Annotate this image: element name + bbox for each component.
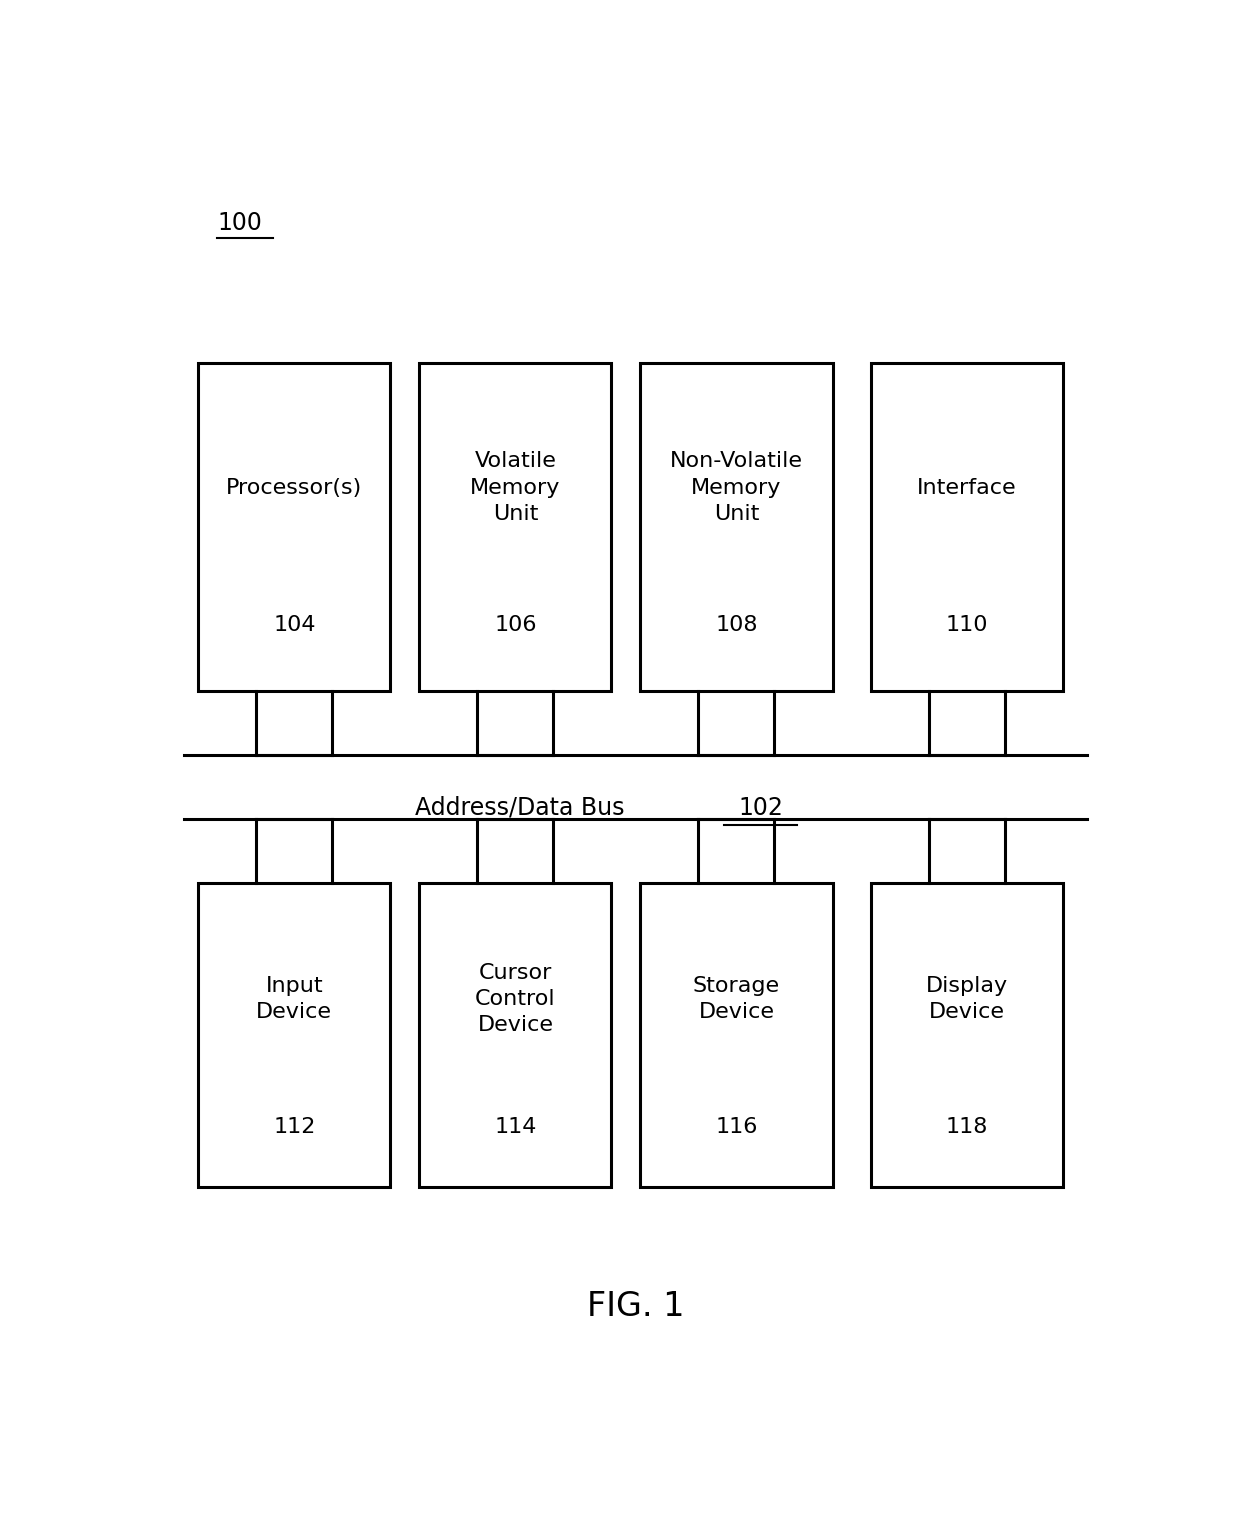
- Text: 106: 106: [494, 615, 537, 635]
- Bar: [870, 363, 1063, 691]
- Text: Storage
Device: Storage Device: [693, 976, 780, 1022]
- Text: 114: 114: [495, 1117, 537, 1137]
- Text: Processor(s): Processor(s): [226, 478, 362, 498]
- Text: 112: 112: [273, 1117, 315, 1137]
- Text: Volatile
Memory
Unit: Volatile Memory Unit: [470, 451, 560, 524]
- Text: FIG. 1: FIG. 1: [587, 1290, 684, 1324]
- Bar: [640, 883, 832, 1187]
- Text: 116: 116: [715, 1117, 758, 1137]
- Text: 104: 104: [273, 615, 316, 635]
- Text: Cursor
Control
Device: Cursor Control Device: [475, 962, 556, 1035]
- Bar: [640, 363, 832, 691]
- Text: Display
Device: Display Device: [926, 976, 1008, 1022]
- Text: 118: 118: [946, 1117, 988, 1137]
- Bar: [419, 363, 611, 691]
- Bar: [870, 883, 1063, 1187]
- Text: 110: 110: [946, 615, 988, 635]
- Text: Non-Volatile
Memory
Unit: Non-Volatile Memory Unit: [670, 451, 804, 524]
- Bar: [198, 883, 391, 1187]
- Text: 100: 100: [217, 211, 263, 235]
- Text: Address/Data Bus: Address/Data Bus: [415, 795, 625, 820]
- Text: 102: 102: [738, 795, 782, 820]
- Text: Interface: Interface: [918, 478, 1017, 498]
- Text: Input
Device: Input Device: [257, 976, 332, 1022]
- Bar: [198, 363, 391, 691]
- Text: 108: 108: [715, 615, 758, 635]
- Bar: [419, 883, 611, 1187]
